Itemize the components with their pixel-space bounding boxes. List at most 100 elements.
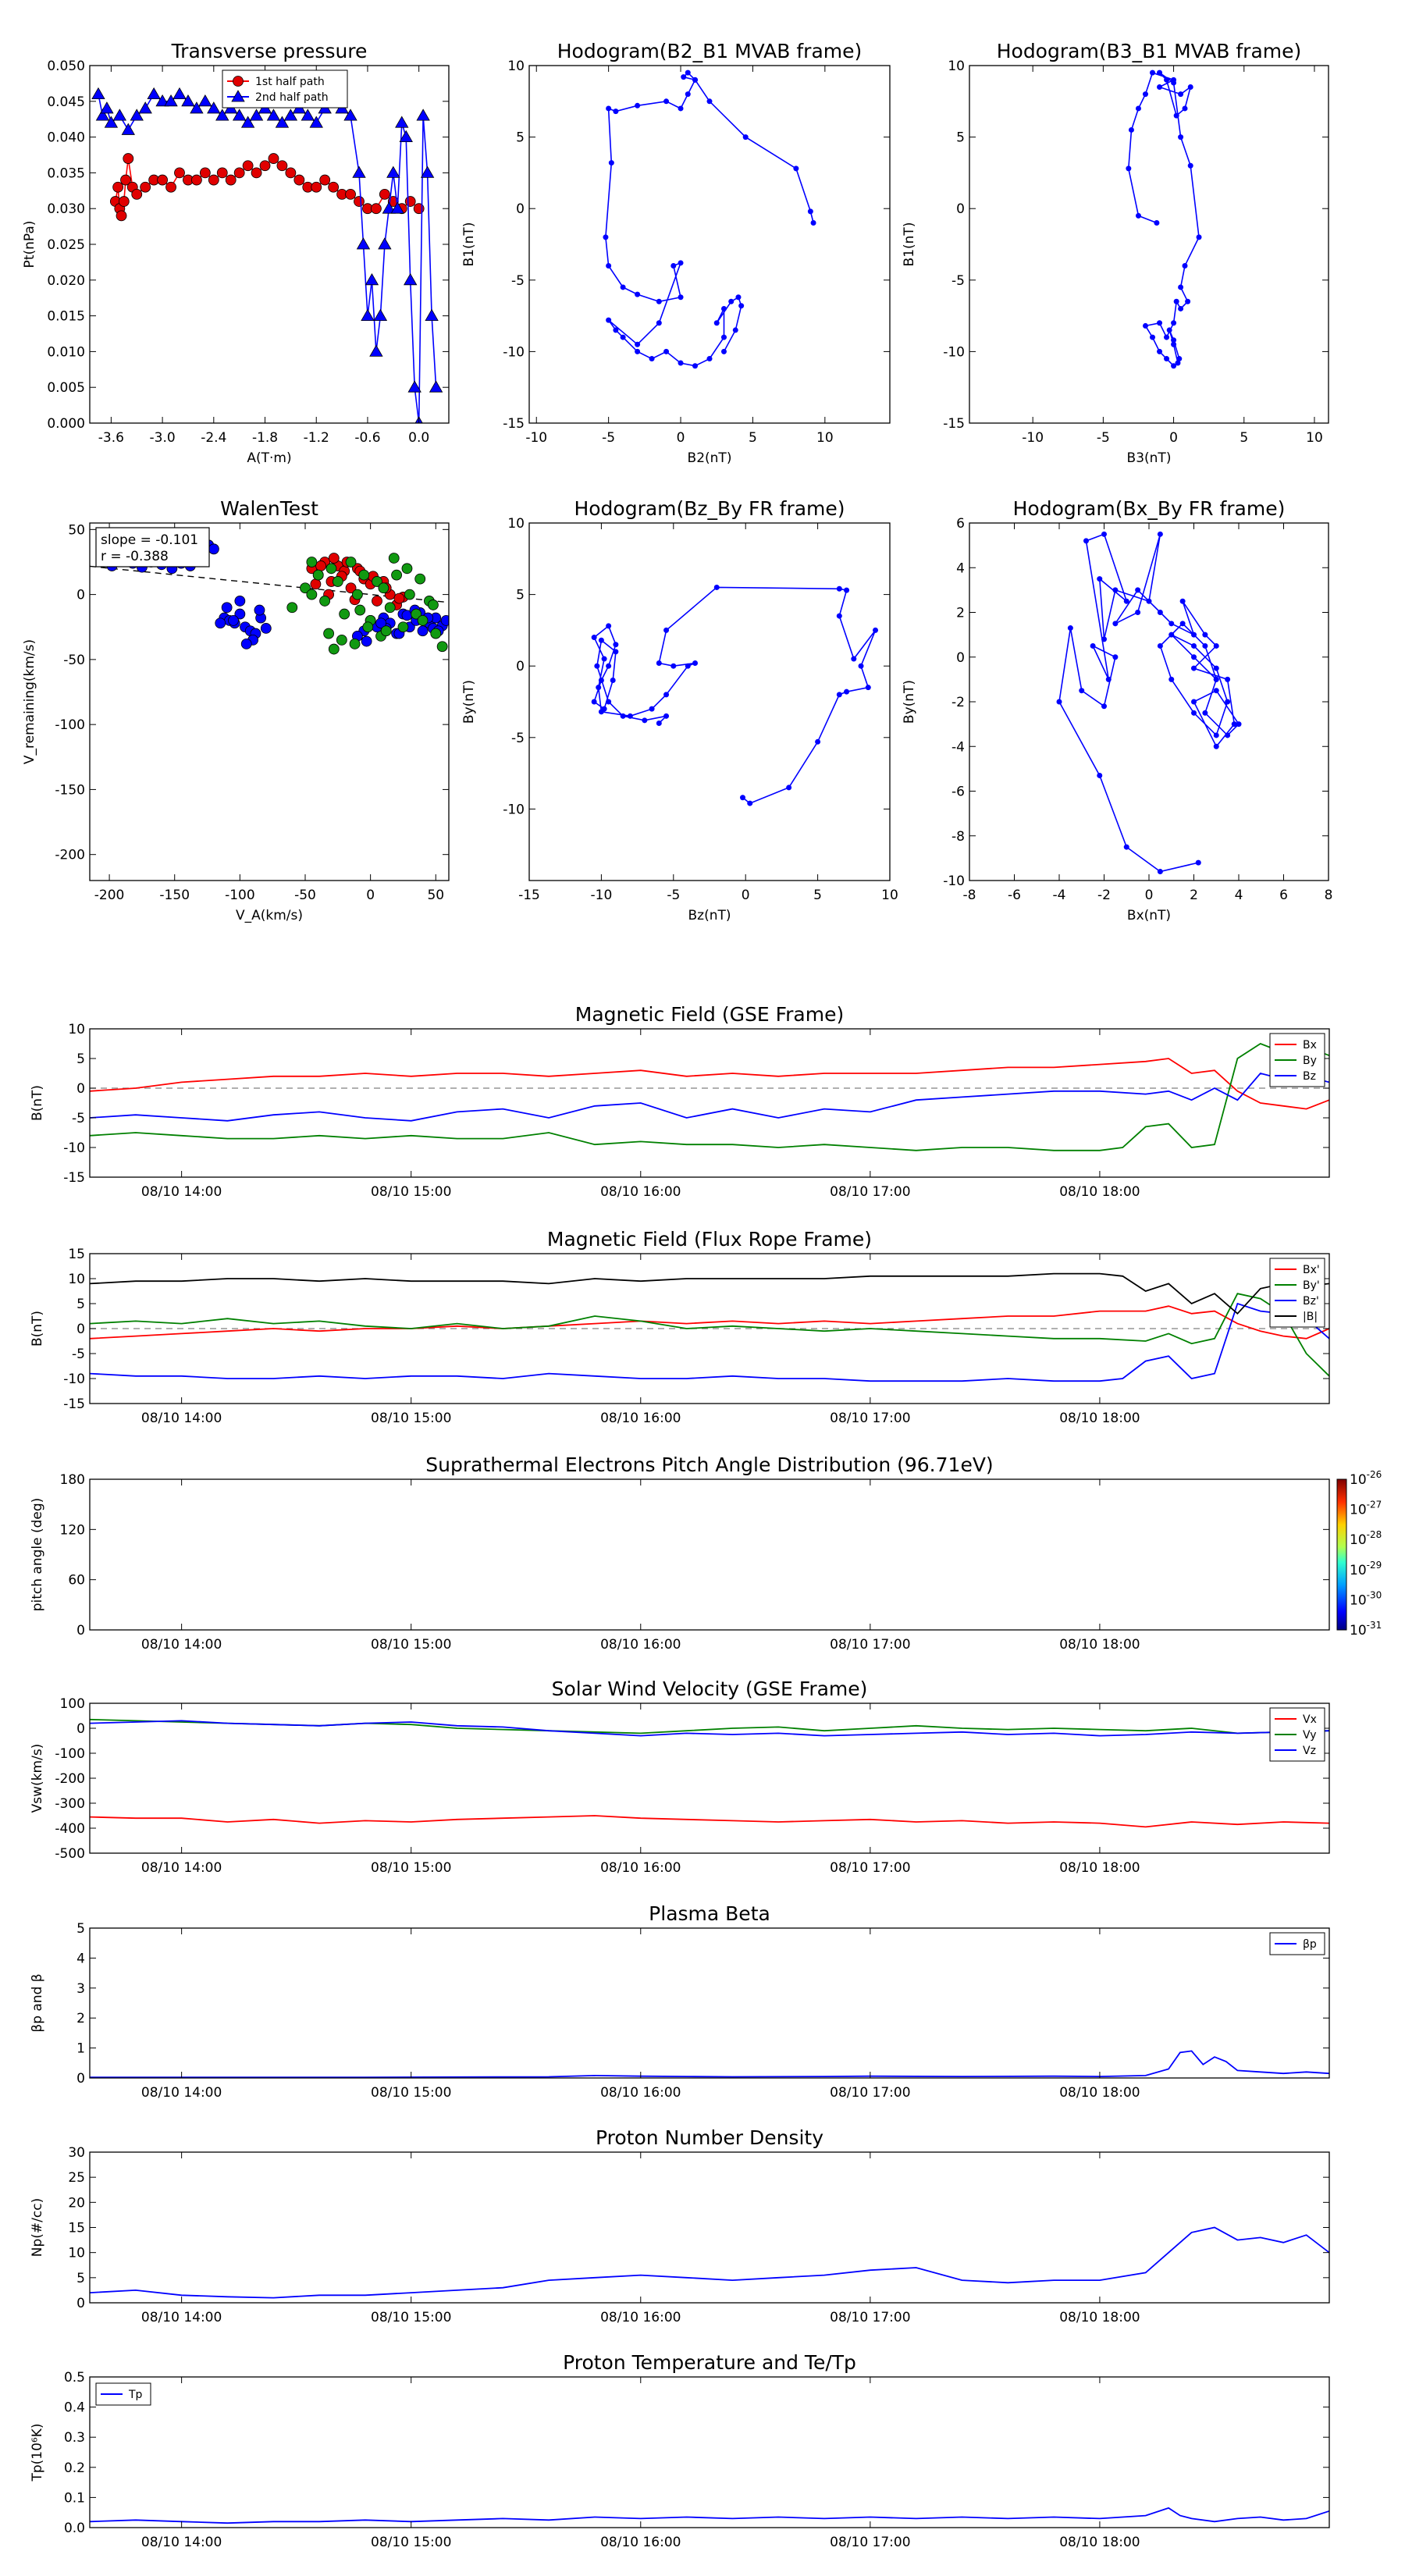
data-point [606, 699, 612, 705]
chart-pitch-angle: Suprathermal Electrons Pitch Angle Distr… [30, 1453, 1382, 1653]
y-tick-label: -15 [943, 416, 965, 432]
data-point [594, 663, 600, 669]
data-point [1157, 69, 1163, 76]
data-point [379, 188, 390, 200]
y-tick-label: 0 [76, 2071, 85, 2087]
y-tick-label: 0 [956, 201, 965, 217]
data-point [610, 678, 616, 684]
x-tick-label: -2.4 [201, 430, 226, 446]
data-point [401, 563, 413, 575]
data-point [844, 688, 850, 695]
y-tick-label: -10 [943, 344, 965, 360]
data-point [606, 317, 612, 323]
y-tick-label: -8 [951, 829, 965, 845]
data-point [1097, 576, 1103, 582]
series-vy [90, 1718, 1329, 1735]
data-point [301, 109, 315, 121]
y-tick-label: 5 [516, 130, 525, 146]
data-point [1179, 621, 1186, 627]
y-tick-label: 5 [76, 2271, 85, 2286]
annotation-box [95, 527, 210, 568]
data-point [649, 356, 655, 362]
data-point [1105, 676, 1112, 682]
y-tick-label: -10 [63, 1140, 85, 1156]
y-tick-label: 10 [507, 516, 525, 532]
series-vx [90, 1815, 1329, 1828]
data-point [155, 94, 169, 107]
y-tick-label: 180 [60, 1472, 85, 1488]
x-tick-label: 08/10 14:00 [141, 1860, 222, 1876]
data-point [216, 167, 228, 179]
data-point [225, 174, 237, 186]
x-tick-label: 10 [1306, 430, 1323, 446]
data-point [254, 604, 265, 616]
data-point [356, 237, 371, 250]
data-point [601, 656, 607, 662]
data-point [420, 165, 435, 178]
legend-label: Bx' [1303, 1264, 1320, 1276]
chart-title: Hodogram(B2_B1 MVAB frame) [557, 40, 863, 62]
axes-frame [89, 522, 450, 881]
data-point [384, 602, 396, 614]
data-point [642, 717, 648, 724]
data-point [1112, 621, 1119, 627]
data-point [1128, 126, 1134, 133]
series-line [98, 93, 437, 423]
data-point [440, 615, 449, 626]
data-point [685, 663, 691, 669]
y-tick-label: 2 [76, 2011, 85, 2026]
data-point [670, 663, 677, 669]
legend-marker [233, 76, 244, 87]
data-point [1168, 676, 1175, 682]
x-tick-label: 08/10 17:00 [830, 1184, 910, 1200]
y-tick-label: -10 [503, 344, 525, 360]
data-point [121, 123, 135, 135]
y-tick-label: 5 [76, 1921, 85, 1937]
data-point [100, 101, 114, 114]
data-point [1178, 134, 1184, 141]
y-tick-label: 0.000 [47, 416, 85, 432]
data-point [1146, 598, 1152, 604]
x-tick-label: -5 [667, 888, 680, 903]
y-tick-label: 0.5 [64, 2370, 85, 2386]
data-point [1126, 165, 1132, 172]
legend-label: Vy [1303, 1729, 1317, 1742]
series-by [90, 1293, 1329, 1377]
data-point [199, 167, 211, 179]
x-tick-label: 08/10 15:00 [371, 2535, 451, 2550]
x-tick-label: 5 [1240, 430, 1248, 446]
series-line [90, 1815, 1329, 1828]
series-1sthalfpath [109, 153, 425, 222]
y-tick-label: 0.015 [47, 309, 85, 325]
data-point [354, 196, 365, 207]
data-point [266, 109, 281, 121]
data-point [601, 706, 607, 712]
data-point [635, 341, 641, 347]
data-point [685, 91, 691, 98]
y-tick-label: -100 [55, 1746, 85, 1762]
chart-title: Transverse pressure [171, 40, 368, 62]
data-point [692, 660, 699, 667]
series-line [90, 1718, 1329, 1735]
data-point [1056, 699, 1062, 705]
plot-area [90, 1718, 1329, 1828]
data-point [1213, 665, 1219, 671]
y-tick-label: 0 [76, 1623, 85, 1638]
series-bx [90, 1305, 1329, 1340]
data-point [319, 174, 331, 186]
series-line [90, 2050, 1329, 2078]
x-tick-label: 08/10 14:00 [141, 2535, 222, 2550]
data-point [234, 596, 246, 607]
chart-title: Magnetic Field (GSE Frame) [575, 1003, 844, 1026]
data-point [810, 220, 816, 226]
legend: βp [1269, 1932, 1325, 1955]
data-point [606, 623, 612, 629]
data-point [620, 284, 626, 290]
y-tick-label: -5 [511, 273, 525, 289]
data-point [215, 109, 229, 121]
data-point [1176, 356, 1183, 362]
data-point [428, 600, 439, 610]
data-point [1191, 654, 1197, 660]
data-point [283, 109, 298, 121]
data-point [663, 348, 670, 354]
